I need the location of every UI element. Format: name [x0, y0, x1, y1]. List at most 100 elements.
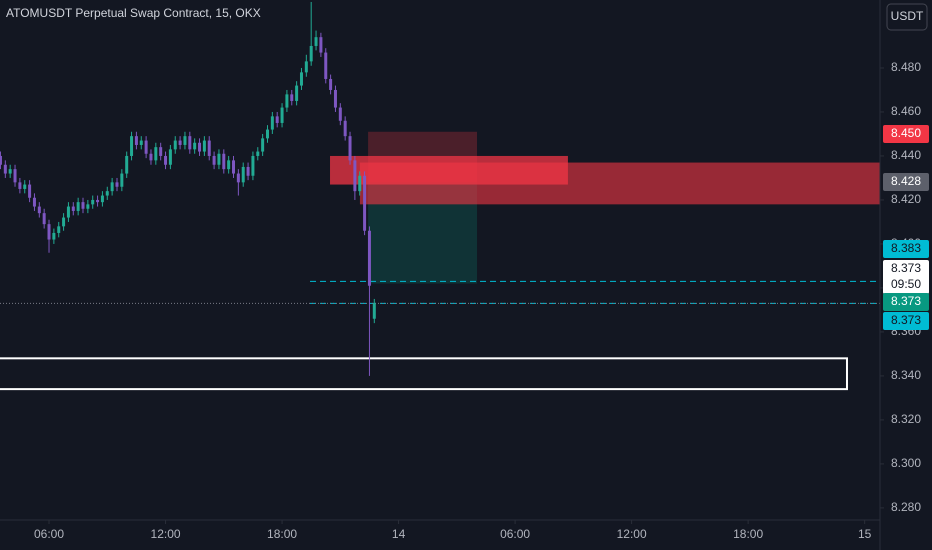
candle-body — [13, 169, 17, 183]
candle-body — [367, 230, 371, 286]
countdown-label: 09:50 — [891, 277, 921, 291]
candle-body — [81, 202, 85, 209]
candle-body — [28, 184, 32, 198]
candle-body — [193, 142, 197, 150]
candle-body — [125, 155, 129, 174]
candle-body — [246, 166, 250, 176]
drawing-rect — [0, 357, 848, 391]
candle-body — [217, 153, 221, 165]
candle-body — [222, 153, 226, 170]
candle-body — [261, 138, 265, 152]
candle-body — [358, 175, 362, 192]
candle-body — [130, 136, 134, 156]
y-tick-label: 8.320 — [891, 412, 921, 426]
price-badge — [883, 312, 929, 330]
price-badge-label: 8.450 — [891, 126, 921, 140]
candle-body — [207, 140, 211, 156]
y-tick-label: 8.480 — [891, 60, 921, 74]
candle-body — [37, 206, 41, 214]
candle-body — [8, 169, 12, 174]
candle-body — [363, 175, 367, 231]
y-tick-label: 8.440 — [891, 148, 921, 162]
price-badge-label: 8.373 — [891, 294, 921, 308]
candle-body — [290, 94, 294, 101]
x-tick-label: 06:00 — [500, 527, 530, 541]
candle-body — [66, 206, 70, 218]
candle-body — [159, 147, 163, 156]
candle-body — [183, 136, 187, 145]
currency-button[interactable] — [886, 3, 928, 31]
candle-body — [338, 107, 342, 121]
candle-body — [3, 164, 7, 174]
candle-body — [173, 140, 177, 150]
y-tick-label: 8.280 — [891, 500, 921, 514]
candle-body — [32, 197, 36, 207]
candle-body — [372, 303, 376, 319]
candle-body — [71, 206, 75, 211]
candle-body — [96, 199, 100, 203]
candle-body — [265, 129, 269, 139]
candle-body — [139, 140, 143, 145]
candle-body — [62, 217, 66, 227]
price-badge — [883, 173, 929, 191]
candle-body — [202, 140, 206, 152]
candle-body — [329, 78, 333, 90]
y-tick-label: 8.340 — [891, 368, 921, 382]
candle-body — [164, 155, 168, 165]
candle-body — [348, 136, 352, 161]
candle-body — [275, 116, 279, 123]
y-tick-label: 8.420 — [891, 192, 921, 206]
x-tick-label: 18:00 — [267, 527, 297, 541]
x-tick-label: 14 — [392, 527, 406, 541]
candle-body — [110, 182, 114, 192]
candle-body — [236, 173, 240, 183]
candle-body — [270, 116, 274, 130]
candle-body — [100, 195, 104, 203]
price-badge — [883, 293, 929, 311]
candle-body — [149, 153, 153, 161]
candle-body — [251, 155, 255, 176]
x-tick-label: 12:00 — [617, 527, 647, 541]
candle-body — [86, 204, 90, 209]
y-tick-label: 8.300 — [891, 456, 921, 470]
candle-body — [324, 52, 328, 79]
plot-area — [0, 1, 880, 391]
x-tick-label: 12:00 — [151, 527, 181, 541]
x-tick-label: 06:00 — [34, 527, 64, 541]
price-badge — [883, 125, 929, 143]
candle-body — [256, 151, 260, 156]
candle-body — [120, 173, 124, 187]
candle-body — [198, 142, 202, 152]
candle-body — [168, 149, 172, 165]
candle-body — [212, 155, 216, 165]
candle-body — [280, 107, 284, 123]
candle-body — [105, 191, 109, 196]
candle-body — [285, 94, 289, 108]
x-tick-label: 18:00 — [733, 527, 763, 541]
price-badge-label: 8.383 — [891, 241, 921, 255]
candle-body — [304, 61, 308, 73]
price-badge — [883, 260, 929, 294]
candle-body — [319, 37, 323, 53]
candle-body — [76, 202, 80, 211]
candle-body — [134, 136, 138, 145]
x-tick-label: 15 — [858, 527, 872, 541]
currency-label[interactable]: USDT — [891, 9, 924, 23]
candle-body — [295, 85, 299, 101]
candle-body — [23, 184, 27, 189]
candle-body — [47, 224, 51, 240]
candle-body — [241, 166, 245, 183]
candle-body — [227, 160, 231, 170]
candle-body — [343, 120, 347, 137]
chart-title: ATOMUSDT Perpetual Swap Contract, 15, OK… — [6, 6, 261, 20]
candle-body — [115, 182, 119, 187]
y-tick-label: 8.460 — [891, 104, 921, 118]
candle-body — [91, 199, 95, 205]
price-badge-label: 8.373 — [891, 261, 921, 275]
candle-body — [52, 232, 56, 240]
candle-body — [57, 226, 61, 233]
candle-body — [18, 182, 22, 189]
price-badge-label: 8.373 — [891, 313, 921, 327]
